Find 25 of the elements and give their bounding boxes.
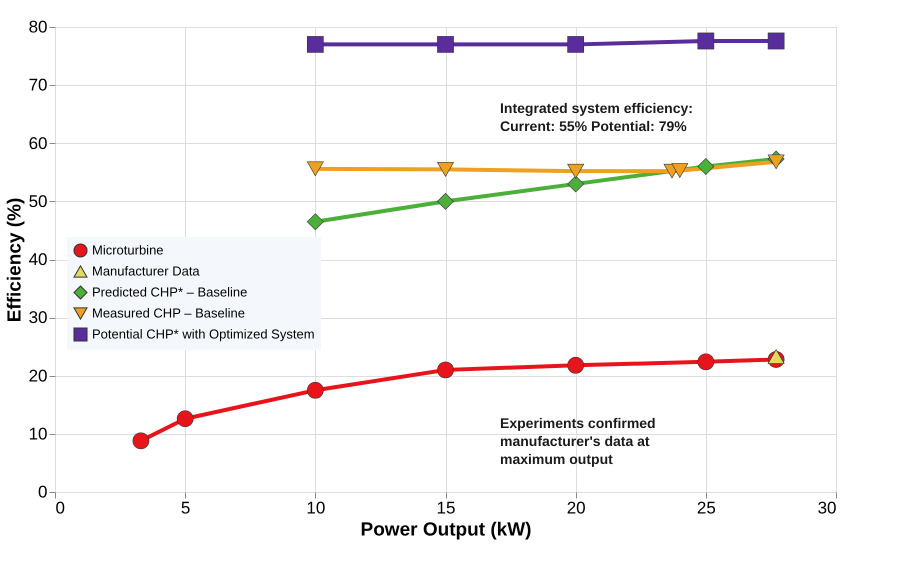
x-tick-label: 10 [306,498,326,518]
y-tick-label: 40 [28,250,48,269]
legend-label: Measured CHP – Baseline [92,306,245,320]
x-tick-label: 20 [566,498,586,518]
x-tick-label: 0 [56,498,65,518]
y-axis-title: Efficiency (%) [4,198,26,322]
y-tick-label: 30 [28,308,48,328]
legend-label: Manufacturer Data [92,264,200,278]
y-tick-label: 60 [28,134,48,153]
x-axis-title: Power Output (kW) [360,520,532,540]
y-tick-label: 0 [38,482,48,502]
legend-label: Potential CHP* with Optimized System [92,326,315,342]
x-tick-label: 30 [818,498,836,518]
y-tick-label: 80 [28,18,48,36]
y-tick-label: 20 [28,366,48,386]
y-tick-label: 50 [28,192,48,211]
legend-label: Predicted CHP* – Baseline [92,284,248,300]
x-tick-label: 25 [696,498,716,518]
annotation: Experiments confirmed manufacturer's data at maximum output [500,415,656,467]
x-tick-label: 15 [436,498,456,518]
legend-label: Microturbine [92,242,164,258]
annotation: Integrated system efficiency: Current: 55% Potential: 79% [500,100,693,134]
y-tick-label: 10 [28,424,48,444]
x-tick-label: 5 [180,498,190,518]
y-tick-label: 70 [28,76,48,95]
